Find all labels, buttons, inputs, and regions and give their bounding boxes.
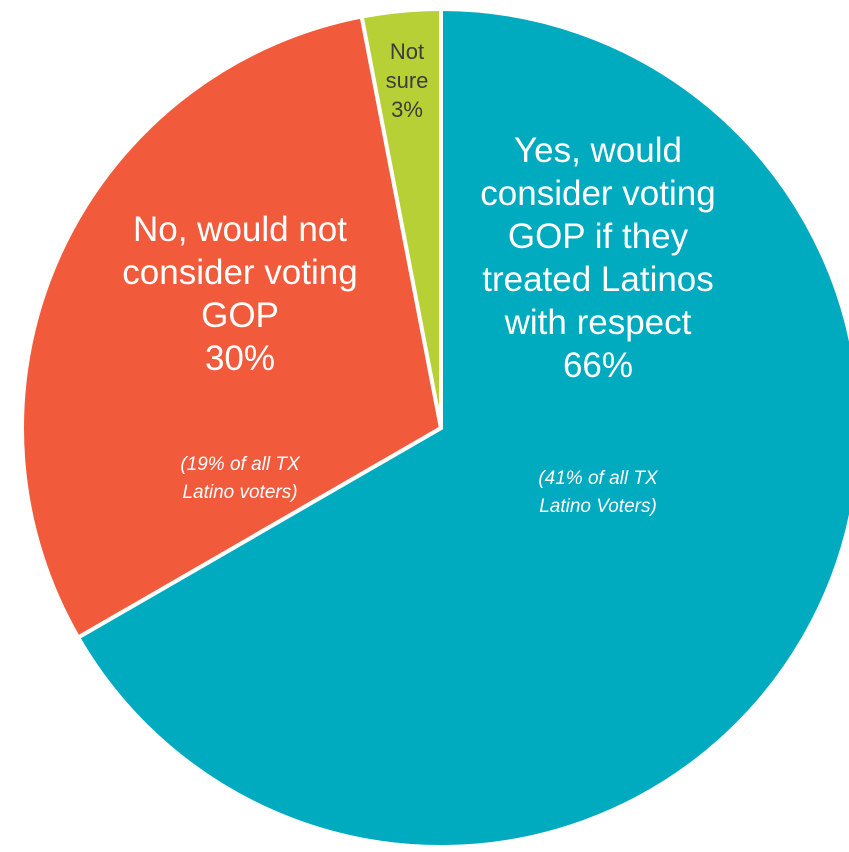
slice-note-line: Latino Voters)	[539, 496, 657, 517]
slice-label-line: No, would not	[133, 210, 347, 249]
slice-label-line: treated Latinos	[482, 260, 714, 299]
slice-label-yes-consider-gop: Yes, would consider voting GOP if they trea…	[480, 131, 715, 385]
slice-label-line: consider voting	[122, 253, 357, 292]
slice-note-no-consider-gop: (19% of all TX Latino voters)	[180, 454, 301, 503]
slice-label-line: Not	[390, 39, 424, 64]
slice-label-line: GOP if they	[508, 217, 689, 256]
slice-note-line: Latino voters)	[182, 482, 297, 503]
pie-slice-no-consider-gop	[20, 14, 443, 640]
slice-label-not-sure: Not sure 3%	[386, 39, 429, 122]
pie-slice-not-sure	[359, 7, 443, 430]
slice-label-line: 66%	[563, 346, 633, 385]
slice-note-yes-consider-gop: (41% of all TX Latino Voters)	[538, 468, 659, 517]
slice-label-line: Yes, would	[514, 131, 682, 170]
slice-label-line: sure	[386, 68, 429, 93]
slice-label-no-consider-gop: No, would not consider voting GOP 30%	[122, 210, 357, 378]
pie-slice-yes-consider-gop	[76, 7, 849, 849]
slice-label-line: with respect	[504, 303, 692, 342]
slice-label-line: 3%	[391, 97, 423, 122]
slice-label-line: consider voting	[480, 174, 715, 213]
pie-slices	[20, 7, 849, 849]
slice-note-line: (19% of all TX	[180, 454, 301, 475]
slice-note-line: (41% of all TX	[538, 468, 659, 489]
pie-labels: Yes, would consider voting GOP if they trea…	[122, 39, 715, 517]
slice-label-line: 30%	[205, 339, 275, 378]
slice-label-line: GOP	[201, 296, 279, 335]
